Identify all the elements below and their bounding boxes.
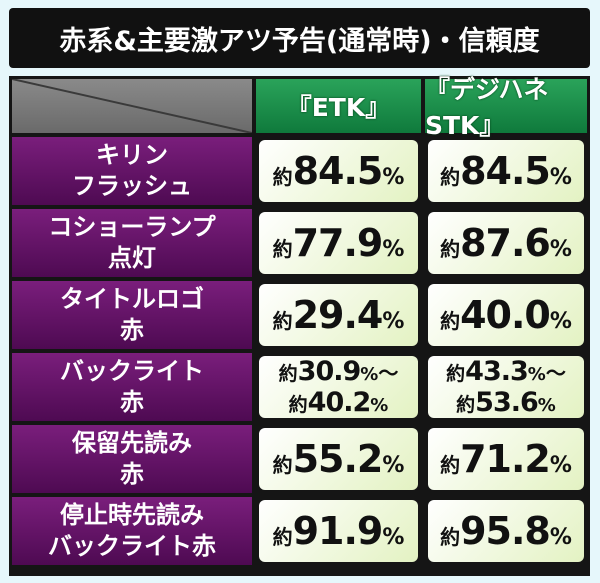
value-line: 約 87.6% — [440, 221, 572, 265]
reliability-value-cell: 約 29.4% — [259, 284, 418, 346]
value-unit: % — [549, 525, 572, 550]
reliability-value-cell: 約 30.9% ～約 40.2% — [259, 356, 418, 418]
value-prefix: 約 — [440, 309, 461, 333]
row-label: キリン フラッシュ — [12, 137, 252, 205]
reliability-value-cell: 約 84.5% — [428, 140, 584, 202]
value-line: 約 30.9% ～ — [279, 356, 399, 387]
value-prefix: 約 — [446, 363, 466, 385]
percentage-value: 87.6 — [460, 221, 551, 265]
corner-diagonal-icon — [12, 79, 252, 133]
reliability-value-cell: 約 95.8% — [428, 500, 584, 562]
reliability-value-cell: 約 84.5% — [259, 140, 418, 202]
table-corner-header — [12, 79, 252, 133]
value-unit: % — [370, 395, 389, 416]
percentage-value: 43.3 — [465, 356, 529, 387]
value-unit: % — [549, 453, 572, 478]
value-line: 約 95.8% — [440, 509, 572, 553]
reliability-value-cell: 約 40.0% — [428, 284, 584, 346]
value-prefix: 約 — [440, 165, 461, 189]
value-prefix: 約 — [272, 525, 293, 549]
percentage-value: 40.2 — [307, 387, 372, 418]
value-prefix: 約 — [456, 394, 476, 416]
reliability-value-cell: 約 55.2% — [259, 428, 418, 490]
reliability-value-cell: 約 91.9% — [259, 500, 418, 562]
value-unit: % — [527, 364, 546, 385]
value-unit: % — [382, 525, 405, 550]
value-prefix: 約 — [272, 165, 293, 189]
percentage-value: 84.5 — [460, 149, 551, 193]
percentage-value: 95.8 — [460, 509, 551, 553]
column-header-digihane-stk: 『デジハネSTK』 — [425, 75, 587, 140]
percentage-value: 29.4 — [292, 293, 384, 337]
row-label: コショーランプ 点灯 — [12, 209, 252, 277]
value-prefix: 約 — [440, 237, 461, 261]
value-unit: % — [549, 309, 572, 334]
reliability-table: 『ETK』 『デジハネSTK』 キリン フラッシュ約 84.5% 約 84.5% コショ… — [9, 75, 590, 576]
value-prefix: 約 — [440, 453, 461, 477]
value-line: 約 84.5% — [273, 149, 405, 193]
value-line: 約 43.3% ～ — [446, 356, 566, 387]
reliability-value-cell: 約 43.3% ～約 53.6% — [428, 356, 584, 418]
reliability-value-cell: 約 77.9% — [259, 212, 418, 274]
value-unit: % — [382, 309, 405, 334]
value-unit: % — [382, 237, 405, 262]
value-line: 約 40.2% — [289, 387, 389, 418]
value-unit: % — [382, 165, 405, 190]
value-sep: ～ — [545, 361, 566, 385]
value-prefix: 約 — [278, 363, 298, 385]
page-title: 赤系&主要激アツ予告(通常時)・信頼度 — [9, 8, 590, 68]
value-unit: % — [360, 364, 379, 385]
row-label: タイトルロゴ 赤 — [12, 281, 252, 349]
reliability-value-cell: 約 71.2% — [428, 428, 584, 490]
percentage-value: 55.2 — [292, 437, 384, 481]
percentage-value: 77.9 — [292, 221, 384, 265]
percentage-value: 84.5 — [292, 149, 384, 193]
percentage-value: 91.9 — [292, 509, 384, 553]
value-sep: ～ — [378, 361, 399, 385]
column-header-etk: 『ETK』 — [256, 79, 421, 133]
value-unit: % — [382, 453, 405, 478]
value-prefix: 約 — [440, 525, 461, 549]
reliability-value-cell: 約 87.6% — [428, 212, 584, 274]
percentage-value: 71.2 — [460, 437, 551, 481]
value-line: 約 84.5% — [440, 149, 572, 193]
percentage-value: 30.9 — [297, 356, 362, 387]
value-prefix: 約 — [288, 394, 308, 416]
value-prefix: 約 — [272, 309, 293, 333]
value-line: 約 71.2% — [440, 437, 572, 481]
percentage-value: 53.6 — [475, 387, 539, 418]
value-line: 約 40.0% — [440, 293, 572, 337]
row-label: 保留先読み 赤 — [12, 425, 252, 493]
value-prefix: 約 — [272, 237, 293, 261]
value-line: 約 55.2% — [273, 437, 405, 481]
value-prefix: 約 — [272, 453, 293, 477]
value-line: 約 77.9% — [273, 221, 405, 265]
row-label: バックライト 赤 — [12, 353, 252, 421]
value-unit: % — [549, 237, 572, 262]
percentage-value: 40.0 — [460, 293, 551, 337]
row-label: 停止時先読み バックライト赤 — [12, 497, 252, 565]
value-line: 約 91.9% — [273, 509, 405, 553]
value-unit: % — [537, 395, 556, 416]
value-line: 約 53.6% — [456, 387, 556, 418]
value-unit: % — [549, 165, 572, 190]
value-line: 約 29.4% — [273, 293, 405, 337]
